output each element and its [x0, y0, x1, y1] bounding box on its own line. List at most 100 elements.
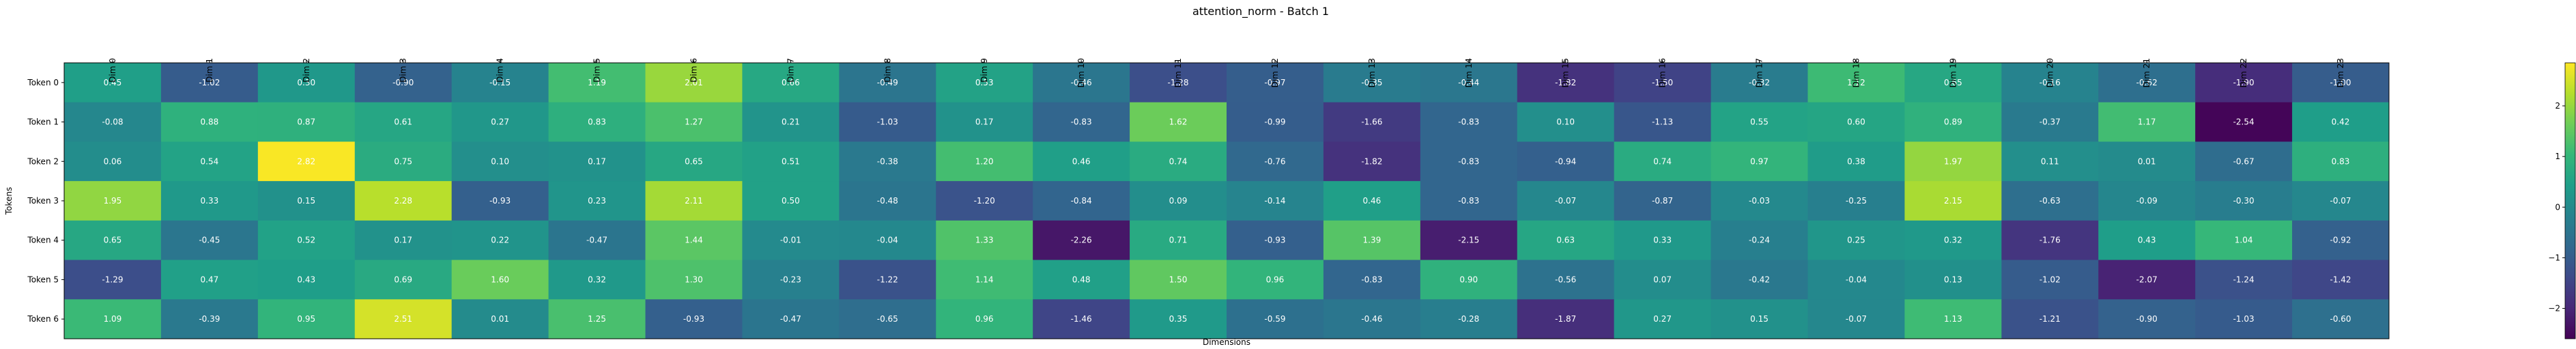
- heatmap-cell: [936, 63, 1033, 103]
- heatmap-cell: [2098, 260, 2196, 300]
- y-tick-label: Token 5: [27, 275, 59, 284]
- chart-title: attention_norm - Batch 1: [1192, 5, 1329, 18]
- cell-value-label: -0.03: [1749, 196, 1770, 206]
- cell-value-label: -0.14: [1264, 196, 1285, 206]
- heatmap-cell: [1711, 181, 1808, 221]
- cell-value-label: -1.28: [1168, 78, 1189, 87]
- heatmap-cell: [839, 220, 936, 261]
- heatmap-cell: [1130, 63, 1227, 103]
- cell-value-label: 0.15: [1750, 314, 1769, 324]
- heatmap-cell: [1420, 181, 1518, 221]
- heatmap-cell: [1807, 102, 1905, 142]
- heatmap-cell: [1323, 299, 1421, 339]
- heatmap-cell: [742, 299, 840, 339]
- cell-value-label: 1.09: [104, 314, 122, 324]
- heatmap-cell: [548, 102, 646, 142]
- cell-value-label: -0.35: [1361, 78, 1382, 87]
- heatmap-cell: [1323, 63, 1421, 103]
- cell-value-label: 0.35: [1169, 314, 1188, 324]
- heatmap-cell: [1614, 102, 1712, 142]
- heatmap-cell: [645, 141, 743, 182]
- y-tick-label: Token 3: [27, 196, 59, 206]
- cell-value-label: -0.90: [392, 78, 414, 87]
- cell-value-label: -0.56: [1555, 275, 1576, 284]
- x-tick-label: Dim 7: [786, 58, 795, 83]
- heatmap-cell: [936, 181, 1033, 221]
- cell-value-label: 2.28: [394, 196, 412, 206]
- heatmap-cell: [64, 102, 162, 142]
- cell-value-label: -1.21: [2040, 314, 2061, 324]
- heatmap-cell: [1614, 299, 1712, 339]
- cell-value-label: -1.24: [2233, 275, 2255, 284]
- colorbar-tick-label: 1: [2555, 152, 2560, 161]
- heatmap-cell: [354, 260, 453, 300]
- heatmap-cell: [839, 141, 936, 182]
- cell-value-label: -0.42: [1749, 275, 1770, 284]
- heatmap-cell: [1323, 260, 1421, 300]
- colorbar: 2 1 0 −1 −2: [2548, 62, 2576, 339]
- cell-value-label: -2.26: [1071, 236, 1092, 245]
- heatmap-cell: [2001, 141, 2099, 182]
- heatmap-cell: [1517, 299, 1615, 339]
- cell-value-label: 0.33: [201, 196, 219, 206]
- heatmap-cell: [354, 102, 453, 142]
- cell-value-label: -0.23: [780, 275, 801, 284]
- x-tick-label: Dim 10: [1076, 58, 1086, 87]
- cell-value-label: -1.66: [1361, 117, 1382, 127]
- heatmap-cell: [257, 220, 356, 261]
- heatmap-cell: [2098, 102, 2196, 142]
- heatmap-cell: [1711, 141, 1808, 182]
- cell-value-label: 0.30: [297, 78, 315, 87]
- heatmap-cell: [1130, 141, 1227, 182]
- cell-value-label: -0.04: [877, 236, 898, 245]
- heatmap-cell: [451, 63, 549, 103]
- cell-value-label: 0.46: [1072, 156, 1091, 166]
- heatmap-cell: [2195, 102, 2293, 142]
- cell-value-label: -1.02: [2040, 275, 2061, 284]
- heatmap-cell: [1904, 299, 2002, 339]
- cell-value-label: -1.46: [1071, 314, 1092, 324]
- heatmap-cell: [1130, 102, 1227, 142]
- heatmap-cell: [1130, 220, 1227, 261]
- cell-value-label: 0.53: [975, 78, 994, 87]
- heatmap-cell: [839, 299, 936, 339]
- heatmap-cell: [548, 141, 646, 182]
- x-tick-label: Dim 0: [108, 58, 117, 83]
- heatmap-cell: [1904, 181, 2002, 221]
- cell-value-label: 1.95: [104, 196, 122, 206]
- y-tick-label: Token 1: [27, 117, 59, 127]
- heatmap-cell: [1614, 141, 1712, 182]
- heatmap-cell: [1033, 102, 1130, 142]
- cell-value-label: -1.50: [1652, 78, 1673, 87]
- heatmap-cell: [2001, 260, 2099, 300]
- cell-value-label: -2.07: [2136, 275, 2158, 284]
- heatmap-cell: [64, 260, 162, 300]
- heatmap-cell: [1904, 260, 2002, 300]
- heatmap-cell: [839, 63, 936, 103]
- heatmap-cell: [1033, 260, 1130, 300]
- cell-value-label: -0.97: [1264, 78, 1285, 87]
- heatmap-cell: [645, 63, 743, 103]
- cell-value-label: -0.76: [1264, 156, 1285, 166]
- cell-value-label: 0.46: [1363, 196, 1382, 206]
- colorbar-tick-label: 2: [2555, 101, 2560, 111]
- x-tick-label: Dim 17: [1755, 58, 1764, 87]
- heatmap-cell: [1517, 181, 1615, 221]
- cell-value-label: 0.51: [782, 156, 800, 166]
- heatmap-cell: [1033, 63, 1130, 103]
- heatmap-cell: [451, 141, 549, 182]
- cell-value-label: 0.95: [297, 314, 315, 324]
- cell-value-label: -0.93: [683, 314, 704, 324]
- cell-value-label: -0.94: [1555, 156, 1576, 166]
- y-tick-label: Token 4: [27, 236, 59, 245]
- x-tick-label: Dim 18: [1851, 58, 1861, 87]
- x-tick-label: Dim 1: [205, 58, 214, 83]
- cell-value-label: 0.11: [2041, 156, 2059, 166]
- y-axis-ticks: Token 0 Token 1 Token 2 Token 3 Token 4 Token…: [27, 78, 64, 324]
- heatmap-cell: [1517, 141, 1615, 182]
- colorbar-tick-label: −1: [2548, 253, 2560, 262]
- heatmap-cell: [2292, 299, 2390, 339]
- cell-value-label: -2.54: [2233, 117, 2255, 127]
- heatmap-cell: [548, 299, 646, 339]
- heatmap-cell: [742, 63, 840, 103]
